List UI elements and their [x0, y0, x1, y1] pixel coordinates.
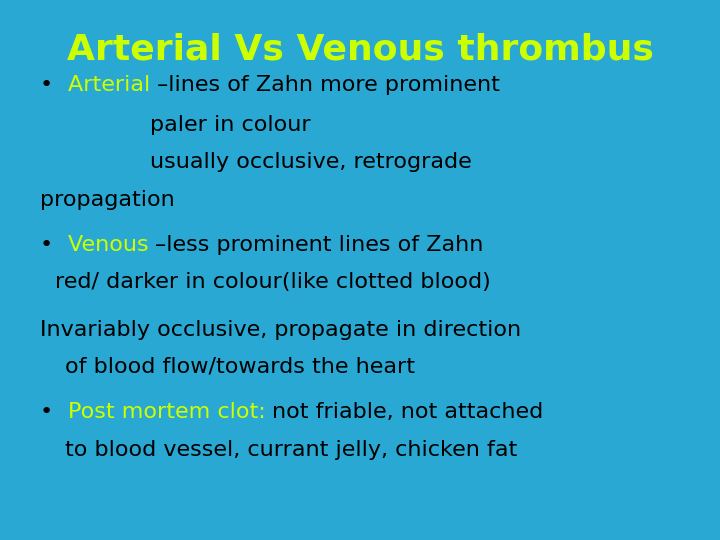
Text: –lines of Zahn more prominent: –lines of Zahn more prominent	[157, 75, 500, 95]
Text: usually occlusive, retrograde: usually occlusive, retrograde	[150, 152, 472, 172]
Text: Arterial Vs Venous thrombus: Arterial Vs Venous thrombus	[66, 33, 654, 67]
Text: to blood vessel, currant jelly, chicken fat: to blood vessel, currant jelly, chicken …	[65, 440, 517, 460]
Text: •: •	[40, 75, 68, 95]
Text: Post mortem clot:: Post mortem clot:	[68, 402, 272, 422]
Text: Arterial: Arterial	[68, 75, 157, 95]
Text: •: •	[40, 235, 68, 255]
Text: not friable, not attached: not friable, not attached	[272, 402, 544, 422]
Text: paler in colour: paler in colour	[150, 115, 310, 135]
Text: •: •	[40, 402, 68, 422]
Text: of blood flow/towards the heart: of blood flow/towards the heart	[65, 357, 415, 377]
Text: propagation: propagation	[40, 190, 175, 210]
Text: Venous: Venous	[68, 235, 156, 255]
Text: red/ darker in colour(like clotted blood): red/ darker in colour(like clotted blood…	[55, 272, 491, 292]
Text: Invariably occlusive, propagate in direction: Invariably occlusive, propagate in direc…	[40, 320, 521, 340]
Text: –less prominent lines of Zahn: –less prominent lines of Zahn	[156, 235, 484, 255]
